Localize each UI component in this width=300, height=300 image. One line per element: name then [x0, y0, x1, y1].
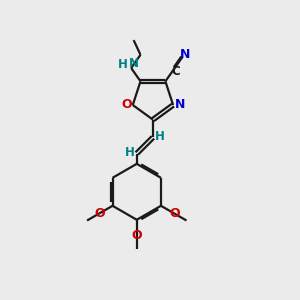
Text: N: N: [180, 48, 190, 61]
Text: H: H: [125, 146, 135, 159]
Text: O: O: [121, 98, 132, 111]
Text: H: H: [154, 130, 164, 143]
Text: N: N: [174, 98, 185, 111]
Text: N: N: [129, 57, 139, 70]
Text: C: C: [172, 65, 181, 78]
Text: O: O: [169, 207, 179, 220]
Text: H: H: [118, 58, 128, 71]
Text: O: O: [94, 207, 105, 220]
Text: O: O: [131, 229, 142, 242]
